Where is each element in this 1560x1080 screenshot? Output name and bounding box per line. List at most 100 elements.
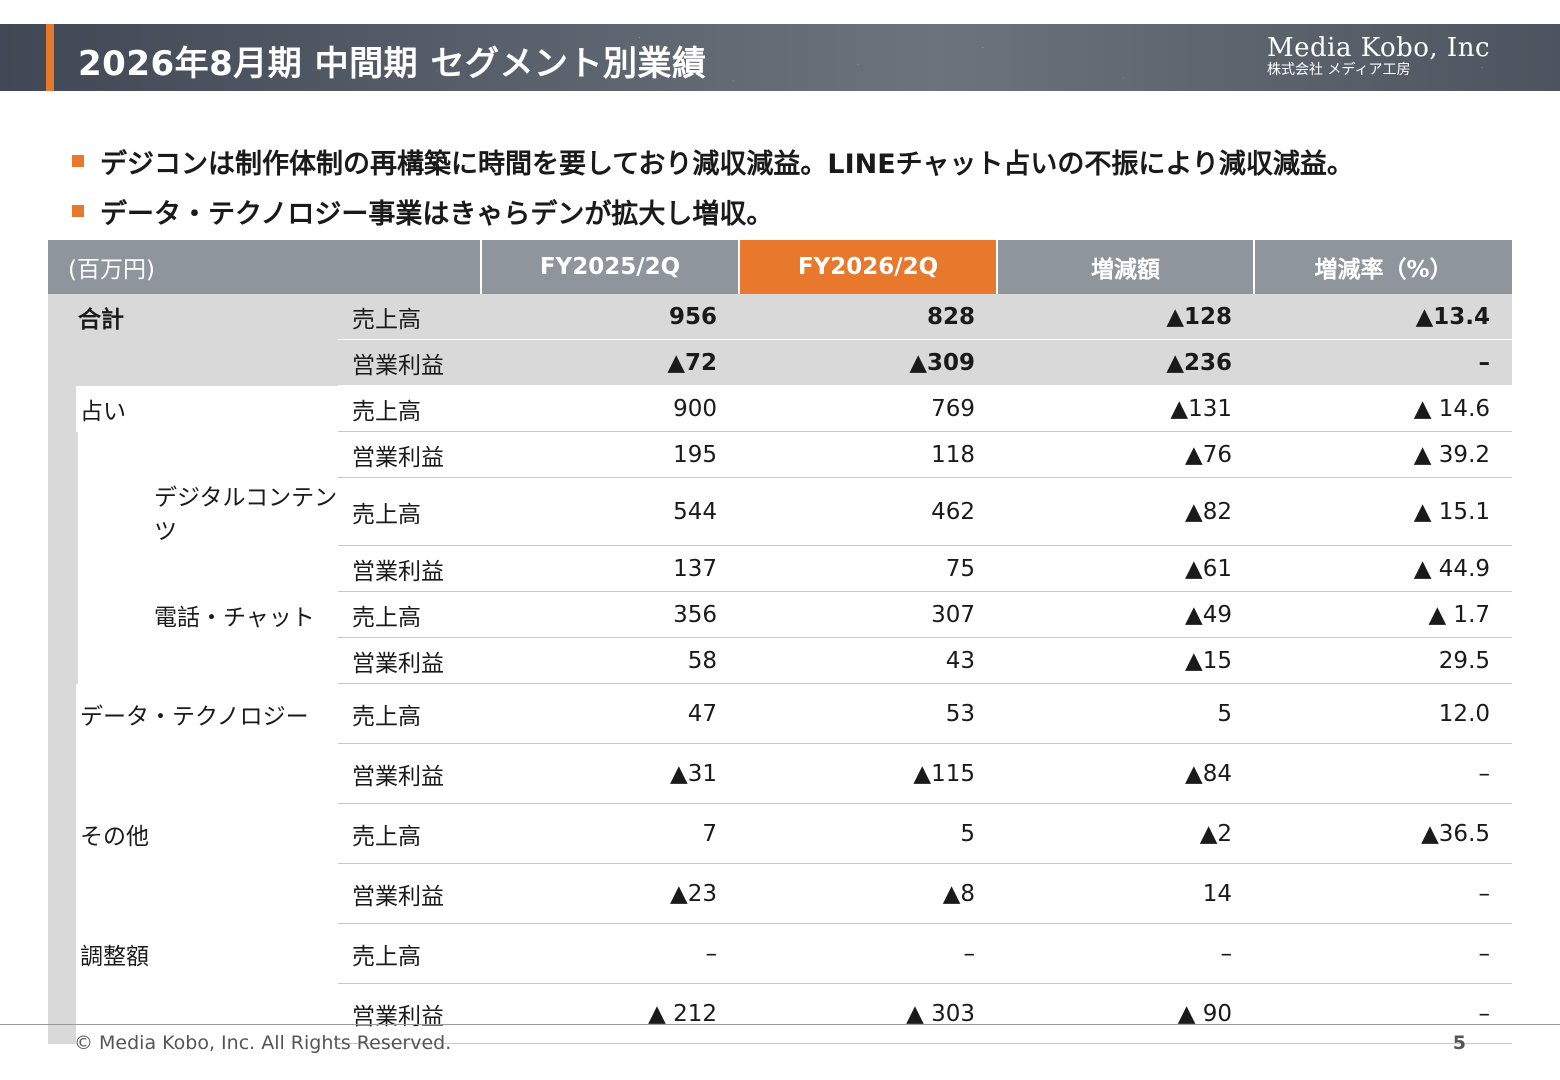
value-change-rate: 12.0	[1254, 683, 1513, 744]
bullet-square-icon	[72, 205, 84, 217]
table-row: 電話・チャット 売上高 356 307 ▲49 ▲ 1.7	[48, 591, 1513, 638]
value-change: ▲128	[997, 294, 1255, 340]
title-bar: 2026年8月期 中間期 セグメント別業績 Media Kobo, Inc 株式…	[0, 24, 1560, 91]
value-change: ▲236	[997, 339, 1255, 386]
value-fy2025: 58	[481, 637, 740, 684]
value-change: ▲49	[997, 591, 1255, 638]
value-fy2025: 900	[481, 385, 740, 432]
segment-label	[48, 983, 338, 1044]
metric-label: 売上高	[338, 385, 482, 432]
value-change: ▲2	[997, 803, 1255, 864]
table-row: 営業利益 ▲ 212 ▲ 303 ▲ 90 –	[48, 983, 1513, 1044]
value-fy2025: 956	[481, 294, 740, 340]
table-row: 営業利益 ▲72 ▲309 ▲236 –	[48, 339, 1513, 386]
value-change: ▲82	[997, 477, 1255, 546]
table-row: デジタルコンテンツ 売上高 544 462 ▲82 ▲ 15.1	[48, 477, 1513, 546]
value-change-rate: ▲13.4	[1254, 294, 1513, 340]
value-fy2026: ▲8	[739, 863, 998, 924]
value-change: ▲84	[997, 743, 1255, 804]
segment-label: データ・テクノロジー	[48, 683, 338, 744]
metric-label: 営業利益	[338, 983, 482, 1044]
value-change: ▲76	[997, 431, 1255, 478]
value-change-rate: ▲ 15.1	[1254, 477, 1513, 546]
value-fy2025: 7	[481, 803, 740, 864]
col-header-change-rate: 増減率（%）	[1254, 240, 1513, 294]
segment-label: 調整額	[48, 923, 338, 984]
logo-japanese: 株式会社 メディア工房	[1266, 62, 1411, 78]
value-fy2025: 47	[481, 683, 740, 744]
value-fy2025: 544	[481, 477, 740, 546]
value-change: 5	[997, 683, 1255, 744]
value-fy2026: ▲309	[739, 339, 998, 386]
value-change-rate: –	[1254, 743, 1513, 804]
value-fy2026: 5	[739, 803, 998, 864]
segment-label	[48, 545, 338, 592]
value-change-rate: ▲ 14.6	[1254, 385, 1513, 432]
segment-label	[48, 637, 338, 684]
value-change: ▲61	[997, 545, 1255, 592]
segment-results-table: (百万円) FY2025/2Q FY2026/2Q 増減額 増減率（%） 合計 …	[48, 240, 1513, 1044]
value-fy2026: ▲115	[739, 743, 998, 804]
table-row: 営業利益 195 118 ▲76 ▲ 39.2	[48, 431, 1513, 478]
segment-label	[48, 863, 338, 924]
bullet-text: データ・テクノロジー事業はきゃらデンが拡大し増収。	[100, 198, 774, 230]
metric-label: 売上高	[338, 683, 482, 744]
page-number: 5	[1452, 1032, 1466, 1054]
segment-label	[48, 431, 338, 478]
bullet-item: データ・テクノロジー事業はきゃらデンが拡大し増収。	[72, 186, 1354, 236]
bullet-square-icon	[72, 155, 84, 167]
metric-label: 営業利益	[338, 743, 482, 804]
value-change-rate: 29.5	[1254, 637, 1513, 684]
starfield-background	[0, 24, 1560, 91]
value-fy2026: ▲ 303	[739, 983, 998, 1044]
value-fy2026: 828	[739, 294, 998, 340]
value-change-rate: –	[1254, 339, 1513, 386]
value-fy2025: ▲ 212	[481, 983, 740, 1044]
value-change-rate: –	[1254, 863, 1513, 924]
metric-label: 営業利益	[338, 863, 482, 924]
segment-label: 合計	[48, 294, 338, 340]
bullet-item: デジコンは制作体制の再構築に時間を要しており減収減益。LINEチャット占いの不振…	[72, 136, 1354, 186]
value-fy2025: 137	[481, 545, 740, 592]
value-change-rate: –	[1254, 923, 1513, 984]
metric-label: 売上高	[338, 294, 482, 340]
segment-label	[48, 339, 338, 386]
metric-label: 営業利益	[338, 431, 482, 478]
col-header-fy2026: FY2026/2Q	[739, 240, 999, 294]
value-fy2026: 307	[739, 591, 998, 638]
logo-english: Media Kobo, Inc	[1266, 33, 1490, 63]
value-change-rate: ▲ 44.9	[1254, 545, 1513, 592]
value-change: ▲ 90	[997, 983, 1255, 1044]
unit-header: (百万円)	[48, 240, 483, 294]
value-fy2026: 75	[739, 545, 998, 592]
segment-label	[48, 743, 338, 804]
value-change: ▲15	[997, 637, 1255, 684]
table-header-row: (百万円) FY2025/2Q FY2026/2Q 増減額 増減率（%）	[48, 240, 1513, 294]
table-row: 合計 売上高 956 828 ▲128 ▲13.4	[48, 294, 1513, 340]
value-fy2025: 195	[481, 431, 740, 478]
metric-label: 営業利益	[338, 637, 482, 684]
bullet-text: デジコンは制作体制の再構築に時間を要しており減収減益。LINEチャット占いの不振…	[100, 148, 1354, 180]
table-row: 営業利益 137 75 ▲61 ▲ 44.9	[48, 545, 1513, 592]
metric-label: 売上高	[338, 591, 482, 638]
copyright-text: © Media Kobo, Inc. All Rights Reserved.	[74, 1032, 452, 1054]
company-logo: Media Kobo, Inc 株式会社 メディア工房	[1267, 34, 1490, 78]
value-fy2025: ▲72	[481, 339, 740, 386]
value-change-rate: –	[1254, 983, 1513, 1044]
segment-label: 占い	[48, 385, 338, 432]
value-change-rate: ▲ 1.7	[1254, 591, 1513, 638]
segment-label: 電話・チャット	[48, 591, 338, 638]
value-fy2025: 356	[481, 591, 740, 638]
value-fy2026: 769	[739, 385, 998, 432]
table-row: 調整額 売上高 – – – –	[48, 923, 1513, 984]
page-title: 2026年8月期 中間期 セグメント別業績	[78, 44, 707, 84]
table-row: その他 売上高 7 5 ▲2 ▲36.5	[48, 803, 1513, 864]
value-fy2026: 462	[739, 477, 998, 546]
table-row: データ・テクノロジー 売上高 47 53 5 12.0	[48, 683, 1513, 744]
segment-label: デジタルコンテンツ	[48, 477, 338, 546]
value-change: ▲131	[997, 385, 1255, 432]
value-change: 14	[997, 863, 1255, 924]
segment-label: その他	[48, 803, 338, 864]
value-fy2026: –	[739, 923, 998, 984]
table-row: 営業利益 58 43 ▲15 29.5	[48, 637, 1513, 684]
